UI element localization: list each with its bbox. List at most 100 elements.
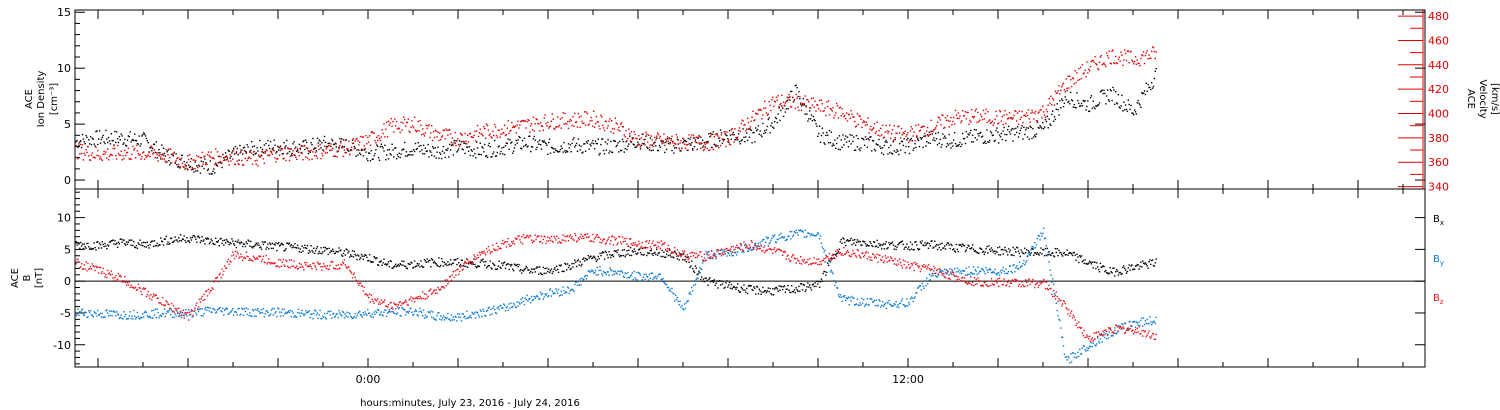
velocity-point [446, 129, 448, 131]
By-point [725, 250, 727, 252]
By-point [973, 273, 976, 275]
Bx-point [288, 242, 291, 244]
Bx-point [941, 242, 943, 244]
velocity-point [1111, 50, 1113, 52]
Bx-point [858, 240, 860, 243]
velocity-point [737, 130, 740, 132]
velocity-point [739, 130, 742, 133]
density-point [467, 146, 469, 148]
By-point [116, 311, 118, 313]
Bx-point [437, 265, 439, 267]
velocity-point [787, 98, 789, 101]
By-point [1070, 361, 1073, 363]
Bx-point [122, 239, 124, 241]
Bx-point [1007, 254, 1009, 256]
velocity-point [1118, 56, 1120, 58]
Bx-point [878, 243, 880, 245]
Bx-point [625, 254, 627, 256]
By-point [143, 311, 146, 314]
velocity-point [543, 117, 545, 119]
By-point [359, 313, 362, 316]
velocity-point [212, 156, 214, 159]
Bx-point [393, 266, 395, 268]
Bz-point [147, 290, 149, 293]
density-point [401, 149, 403, 151]
By-point [431, 316, 433, 318]
By-point [667, 286, 670, 288]
By-point [384, 309, 386, 311]
density-point [690, 144, 692, 146]
Bx-point [749, 285, 751, 287]
density-point [619, 140, 621, 143]
velocity-point [298, 155, 301, 157]
density-point [170, 162, 172, 164]
Bx-point [637, 252, 639, 254]
Bx-point [962, 244, 965, 247]
Bx-point [685, 261, 688, 263]
velocity-point [1086, 61, 1088, 63]
Bz-point [110, 270, 112, 272]
By-point [131, 315, 133, 317]
Bx-point [493, 263, 495, 266]
Bx-point [386, 263, 389, 265]
density-point [1031, 137, 1033, 140]
Bx-point [818, 286, 821, 288]
density-point [232, 150, 234, 152]
Bx-point [1141, 266, 1143, 268]
By-point [944, 271, 947, 274]
By-point [91, 314, 94, 317]
velocity-point [334, 155, 337, 157]
By-point [1103, 332, 1105, 334]
velocity-point [845, 117, 847, 120]
velocity-point [776, 99, 778, 101]
density-point [323, 139, 325, 142]
velocity-point [657, 134, 660, 136]
velocity-point [1147, 58, 1149, 60]
Bx-point [209, 241, 211, 243]
By-point [865, 303, 868, 305]
By-point [276, 315, 278, 318]
velocity-point [95, 146, 97, 149]
Bx-point [742, 289, 744, 291]
Bx-point [436, 264, 438, 266]
Bx-point [912, 249, 914, 251]
Bx-point [958, 244, 960, 246]
By-point [77, 308, 79, 310]
By-point [1107, 337, 1110, 339]
velocity-point [373, 132, 375, 134]
By-point [693, 279, 696, 282]
density-point [630, 141, 633, 143]
velocity-point [802, 104, 805, 106]
density-point [1070, 91, 1072, 94]
Bx-point [518, 263, 520, 266]
density-point [575, 142, 578, 145]
velocity-point [1058, 85, 1060, 87]
density-point [434, 147, 436, 149]
Bx-point [234, 240, 237, 243]
Bx-point [559, 265, 562, 267]
Bx-point [1107, 273, 1110, 275]
Bx-point [831, 258, 833, 260]
By-point [83, 314, 85, 317]
density-point [841, 146, 843, 149]
density-point [169, 164, 171, 166]
By-point [748, 248, 751, 250]
density-point [715, 145, 717, 148]
By-point [786, 238, 788, 241]
velocity-point [1045, 108, 1048, 111]
Bx-point [1033, 254, 1035, 256]
Bx-point [513, 263, 516, 265]
By-point [217, 308, 220, 310]
By-point [263, 316, 265, 318]
By-point [406, 311, 409, 313]
density-point [652, 149, 654, 151]
density-point [373, 155, 375, 157]
Bx-point [459, 263, 462, 266]
velocity-point [969, 119, 971, 122]
density-point [962, 132, 964, 135]
velocity-point [608, 120, 610, 122]
Bx-point [305, 247, 307, 249]
density-point [138, 135, 140, 137]
density-point [1056, 103, 1058, 105]
By-point [841, 300, 843, 303]
